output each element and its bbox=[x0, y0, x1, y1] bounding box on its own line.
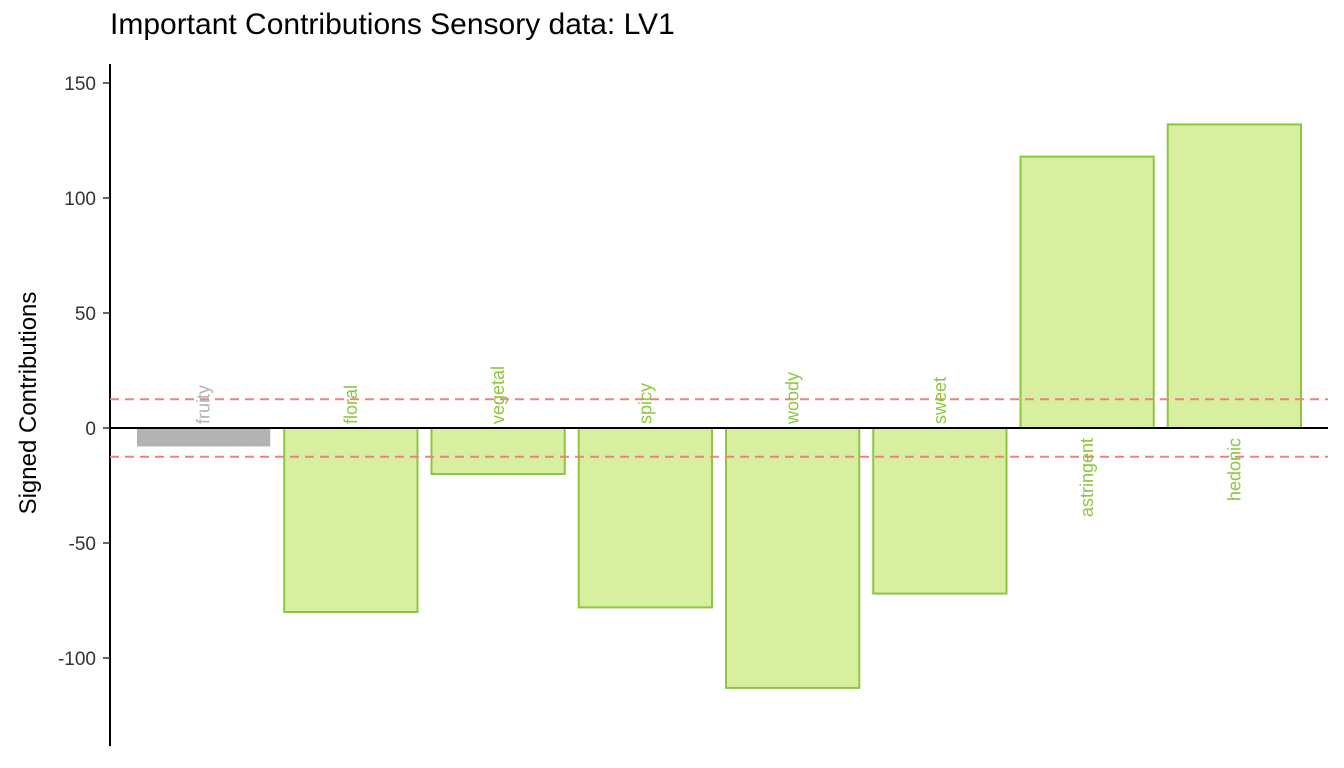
bar-spicy bbox=[577, 427, 714, 609]
bar-label-fruity: fruity bbox=[194, 385, 214, 424]
y-tick-label: 50 bbox=[75, 304, 96, 325]
bar-label-woody: woody bbox=[783, 372, 803, 425]
bar-astringent bbox=[1019, 155, 1155, 429]
bar-hedonic bbox=[1166, 123, 1303, 430]
y-tick-label: 0 bbox=[85, 419, 96, 440]
bar-sweet bbox=[872, 427, 1008, 595]
bar-label-vegetal: vegetal bbox=[488, 366, 508, 424]
y-tick-label: 100 bbox=[64, 189, 96, 210]
y-tick-label: 150 bbox=[64, 74, 96, 95]
y-tick-label: -50 bbox=[69, 534, 96, 555]
y-axis-title: Signed Contributions bbox=[15, 292, 42, 515]
chart-title: Important Contributions Sensory data: LV… bbox=[110, 8, 675, 41]
bar-woody bbox=[724, 427, 861, 689]
bar-floral bbox=[283, 427, 419, 613]
bar-vegetal bbox=[430, 427, 566, 475]
y-tick-label: -100 bbox=[58, 649, 96, 670]
bar-label-sweet: sweet bbox=[930, 377, 950, 424]
bar-label-floral: floral bbox=[341, 385, 361, 424]
bar-label-astringent: astringent bbox=[1077, 438, 1097, 517]
bar-fruity bbox=[136, 428, 271, 447]
bar-label-spicy: spicy bbox=[635, 383, 655, 424]
bar-label-hedonic: hedonic bbox=[1224, 438, 1244, 501]
